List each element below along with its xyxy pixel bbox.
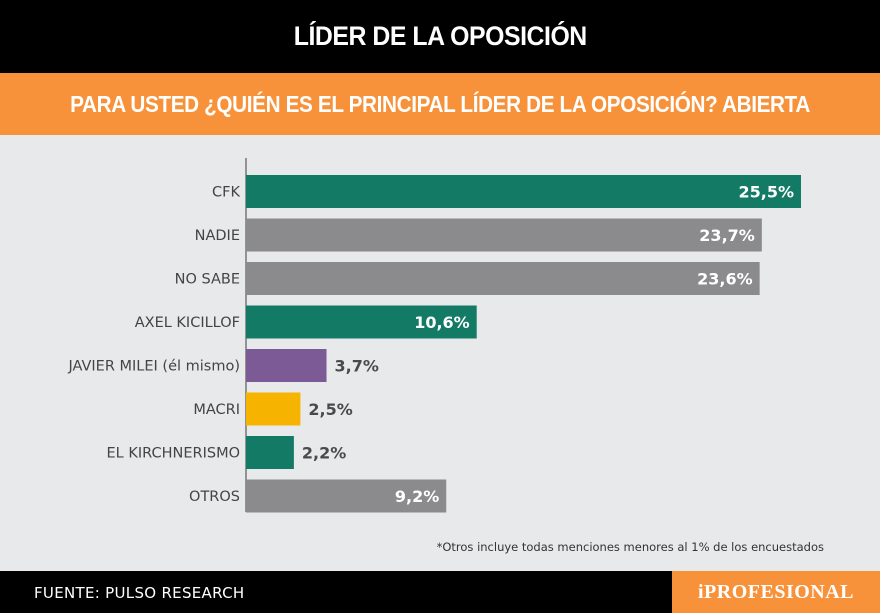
- category-label: EL KIRCHNERISMO: [106, 446, 240, 462]
- category-label: JAVIER MILEI (él mismo): [67, 359, 240, 375]
- bar-chart: CFK 25,5% NADIE 23,7% NO SABE 23,6% AXEL KICIL…: [67, 158, 801, 513]
- value-label: 3,7%: [335, 357, 379, 376]
- bar: [246, 349, 327, 382]
- category-label: AXEL KICILLOF: [135, 315, 240, 331]
- value-label: 10,6%: [414, 313, 470, 332]
- brand-logo: iPROFESIONAL: [672, 571, 880, 613]
- bar: [246, 262, 760, 295]
- bar: [246, 479, 447, 513]
- bar: [246, 392, 301, 426]
- bar: [246, 175, 801, 208]
- value-label: 23,7%: [699, 226, 755, 245]
- value-label: 9,2%: [395, 487, 439, 506]
- category-label: NO SABE: [175, 272, 240, 288]
- value-label: 25,5%: [738, 183, 794, 202]
- page-title: LÍDER DE LA OPOSICIÓN: [293, 21, 587, 51]
- bar: [246, 305, 477, 339]
- footnote: *Otros incluye todas menciones menores a…: [436, 540, 824, 554]
- category-label: OTROS: [189, 489, 240, 505]
- chart-title: PARA USTED ¿QUIÉN ES EL PRINCIPAL LÍDER …: [70, 90, 810, 117]
- value-label: 2,5%: [308, 400, 352, 419]
- source-text: FUENTE: PULSO RESEARCH: [34, 584, 245, 602]
- category-label: MACRI: [193, 402, 240, 418]
- bar: [246, 218, 762, 252]
- bar: [246, 436, 294, 469]
- brand-text: iPROFESIONAL: [697, 580, 855, 603]
- chart-title-bar: PARA USTED ¿QUIÉN ES EL PRINCIPAL LÍDER …: [0, 73, 880, 135]
- value-label: 2,2%: [302, 444, 346, 463]
- header-bar: LÍDER DE LA OPOSICIÓN: [0, 0, 880, 73]
- category-label: NADIE: [195, 228, 240, 244]
- category-label: CFK: [212, 185, 240, 201]
- value-label: 23,6%: [697, 270, 753, 289]
- footer-bar: FUENTE: PULSO RESEARCH iPROFESIONAL: [0, 571, 880, 613]
